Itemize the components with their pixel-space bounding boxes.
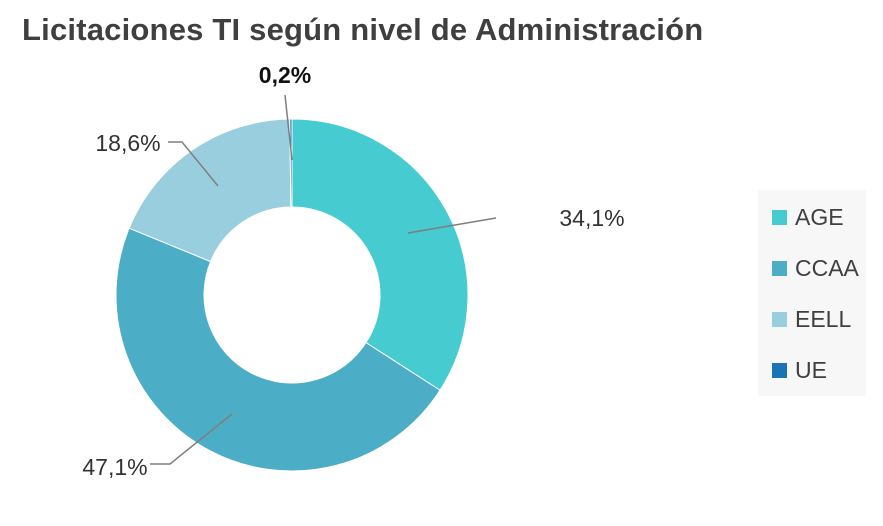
legend-swatch-age bbox=[772, 210, 787, 225]
leader-line-eell bbox=[168, 141, 219, 187]
legend-item-ccaa: CCAA bbox=[772, 255, 859, 282]
legend-label-ccaa: CCAA bbox=[795, 255, 859, 281]
legend-label-ue: UE bbox=[795, 357, 827, 383]
chart-title: Licitaciones TI según nivel de Administr… bbox=[22, 12, 704, 47]
legend: AGE CCAA EELL UE bbox=[758, 190, 866, 396]
leader-line-age bbox=[407, 217, 497, 234]
data-label-age: 34,1% bbox=[559, 205, 624, 231]
legend-item-eell: EELL bbox=[772, 306, 851, 333]
donut-slice-ccaa bbox=[115, 227, 441, 472]
data-label-ccaa: 47,1% bbox=[82, 454, 147, 480]
legend-item-age: AGE bbox=[772, 204, 844, 231]
legend-swatch-eell bbox=[772, 312, 787, 327]
legend-swatch-ccaa bbox=[772, 261, 787, 276]
data-label-eell: 18,6% bbox=[95, 130, 160, 156]
leader-lines bbox=[150, 94, 497, 465]
donut-slices bbox=[115, 118, 469, 472]
donut-slice-age bbox=[291, 118, 469, 391]
data-label-ue: 0,2% bbox=[259, 62, 311, 88]
legend-swatch-ue bbox=[772, 363, 787, 378]
donut-slice-eell bbox=[128, 118, 292, 263]
legend-label-eell: EELL bbox=[795, 306, 852, 332]
data-labels: 34,1% 47,1% 18,6% 0,2% bbox=[82, 62, 624, 480]
leader-line-ccaa bbox=[150, 413, 233, 465]
legend-label-age: AGE bbox=[795, 204, 844, 230]
legend-item-ue: UE bbox=[772, 357, 827, 384]
leader-line-ue bbox=[284, 94, 293, 161]
